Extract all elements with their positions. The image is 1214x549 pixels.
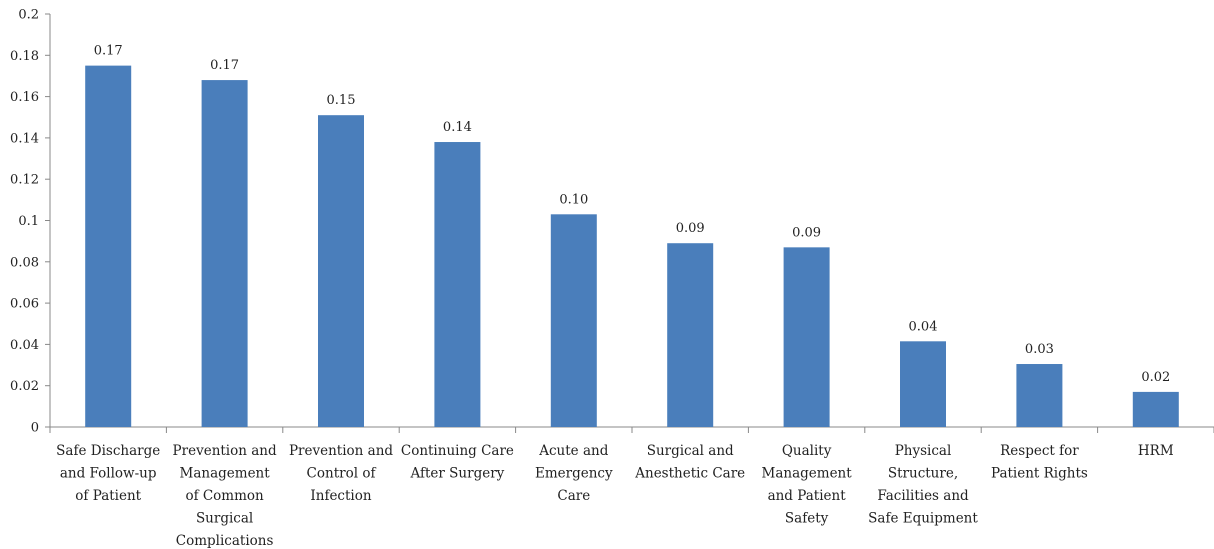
category-label: Continuing Care After Surgery [401, 443, 514, 482]
category-label-line: of Patient [75, 488, 141, 504]
y-tick-label: 0.06 [10, 297, 39, 312]
category-label-line: Prevention and [289, 443, 393, 459]
bar [783, 247, 830, 427]
y-tick-label: 0.02 [10, 379, 39, 394]
x-axis [49, 426, 1214, 433]
category-label-line: Safe Discharge [56, 443, 160, 459]
category-label-line: Management [180, 466, 271, 482]
y-tick-label: 0.2 [18, 8, 39, 23]
y-tick-label: 0.18 [10, 49, 39, 64]
category-label: Respect for Patient Rights [991, 443, 1088, 482]
data-label: 0.14 [443, 120, 472, 135]
data-label: 0.04 [909, 319, 938, 334]
category-label-line: Patient Rights [991, 466, 1088, 482]
category-label-line: Prevention and [173, 443, 277, 459]
category-label-line: HRM [1138, 443, 1174, 459]
category-label-line: Quality [782, 443, 832, 459]
category-label-line: Respect for [1000, 443, 1079, 459]
category-label: Physical Structure, Facilities and Safe Equ… [868, 443, 978, 527]
bar [900, 341, 946, 427]
y-tick-label: 0.08 [10, 255, 39, 270]
category-label-line: Anesthetic Care [634, 466, 745, 482]
data-label: 0.10 [559, 192, 588, 207]
y-axis: 0 0.02 0.04 0.06 0.08 0.1 0.12 0.14 0.16 0.18 0.2 [10, 8, 51, 436]
category-label: Safe Discharge and Follow-up of Patient [56, 443, 160, 504]
category-label-line: Care [557, 488, 590, 504]
category-label: HRM [1138, 443, 1174, 459]
bar [318, 115, 364, 427]
category-labels: Safe Discharge and Follow-up of Patient Pre… [56, 443, 1174, 549]
category-label-line: Control of [307, 466, 377, 482]
category-label-line: Emergency [535, 466, 613, 482]
category-label-line: Facilities and [877, 488, 969, 504]
data-label: 0.09 [676, 221, 705, 236]
category-label-line: Safe Equipment [868, 511, 978, 527]
y-tick-label: 0.14 [10, 131, 39, 146]
y-tick-label: 0.16 [10, 90, 39, 105]
category-label-line: Physical [895, 443, 952, 459]
category-label-line: of Common [185, 488, 264, 504]
bar [201, 80, 248, 427]
data-label: 0.15 [327, 93, 356, 108]
category-label-line: and Patient [768, 488, 847, 504]
data-label: 0.02 [1141, 370, 1170, 385]
y-tick-label: 0.04 [10, 338, 39, 353]
bar [550, 214, 597, 427]
bar [1016, 364, 1063, 427]
data-label: 0.17 [210, 58, 239, 73]
data-label: 0.03 [1025, 342, 1054, 357]
bar [85, 65, 132, 427]
category-label-line: and Follow-up [60, 466, 157, 482]
category-label-line: Surgical and [647, 443, 734, 459]
category-label-line: Acute and [538, 443, 608, 459]
category-label-line: Safety [785, 511, 829, 527]
category-label-line: Structure, [888, 466, 958, 482]
category-label: Prevention and Management of Common Surgica… [173, 443, 277, 549]
y-tick-label: 0.1 [18, 214, 39, 229]
category-label-line: Infection [310, 488, 371, 504]
data-label: 0.17 [94, 44, 123, 59]
category-label: Acute and Emergency Care [535, 443, 613, 504]
category-label-line: Complications [176, 533, 274, 549]
bars [85, 65, 1179, 427]
y-tick-label: 0 [31, 421, 39, 436]
y-tick-label: 0.12 [10, 173, 39, 188]
category-label-line: Continuing Care [401, 443, 514, 459]
data-labels: 0.17 0.17 0.15 0.14 0.10 0.09 0.09 0.04 0.03 0.02 [94, 44, 1171, 385]
category-label: Surgical and Anesthetic Care [634, 443, 745, 482]
category-label-line: Surgical [196, 511, 253, 527]
category-label-line: Management [762, 466, 853, 482]
category-label: Quality Management and Patient Safety [762, 443, 853, 527]
bar [1132, 391, 1179, 427]
bar [667, 243, 714, 427]
data-label: 0.09 [792, 225, 821, 240]
category-label: Prevention and Control of Infection [289, 443, 393, 504]
bar [434, 142, 481, 427]
category-label-line: After Surgery [410, 466, 505, 482]
